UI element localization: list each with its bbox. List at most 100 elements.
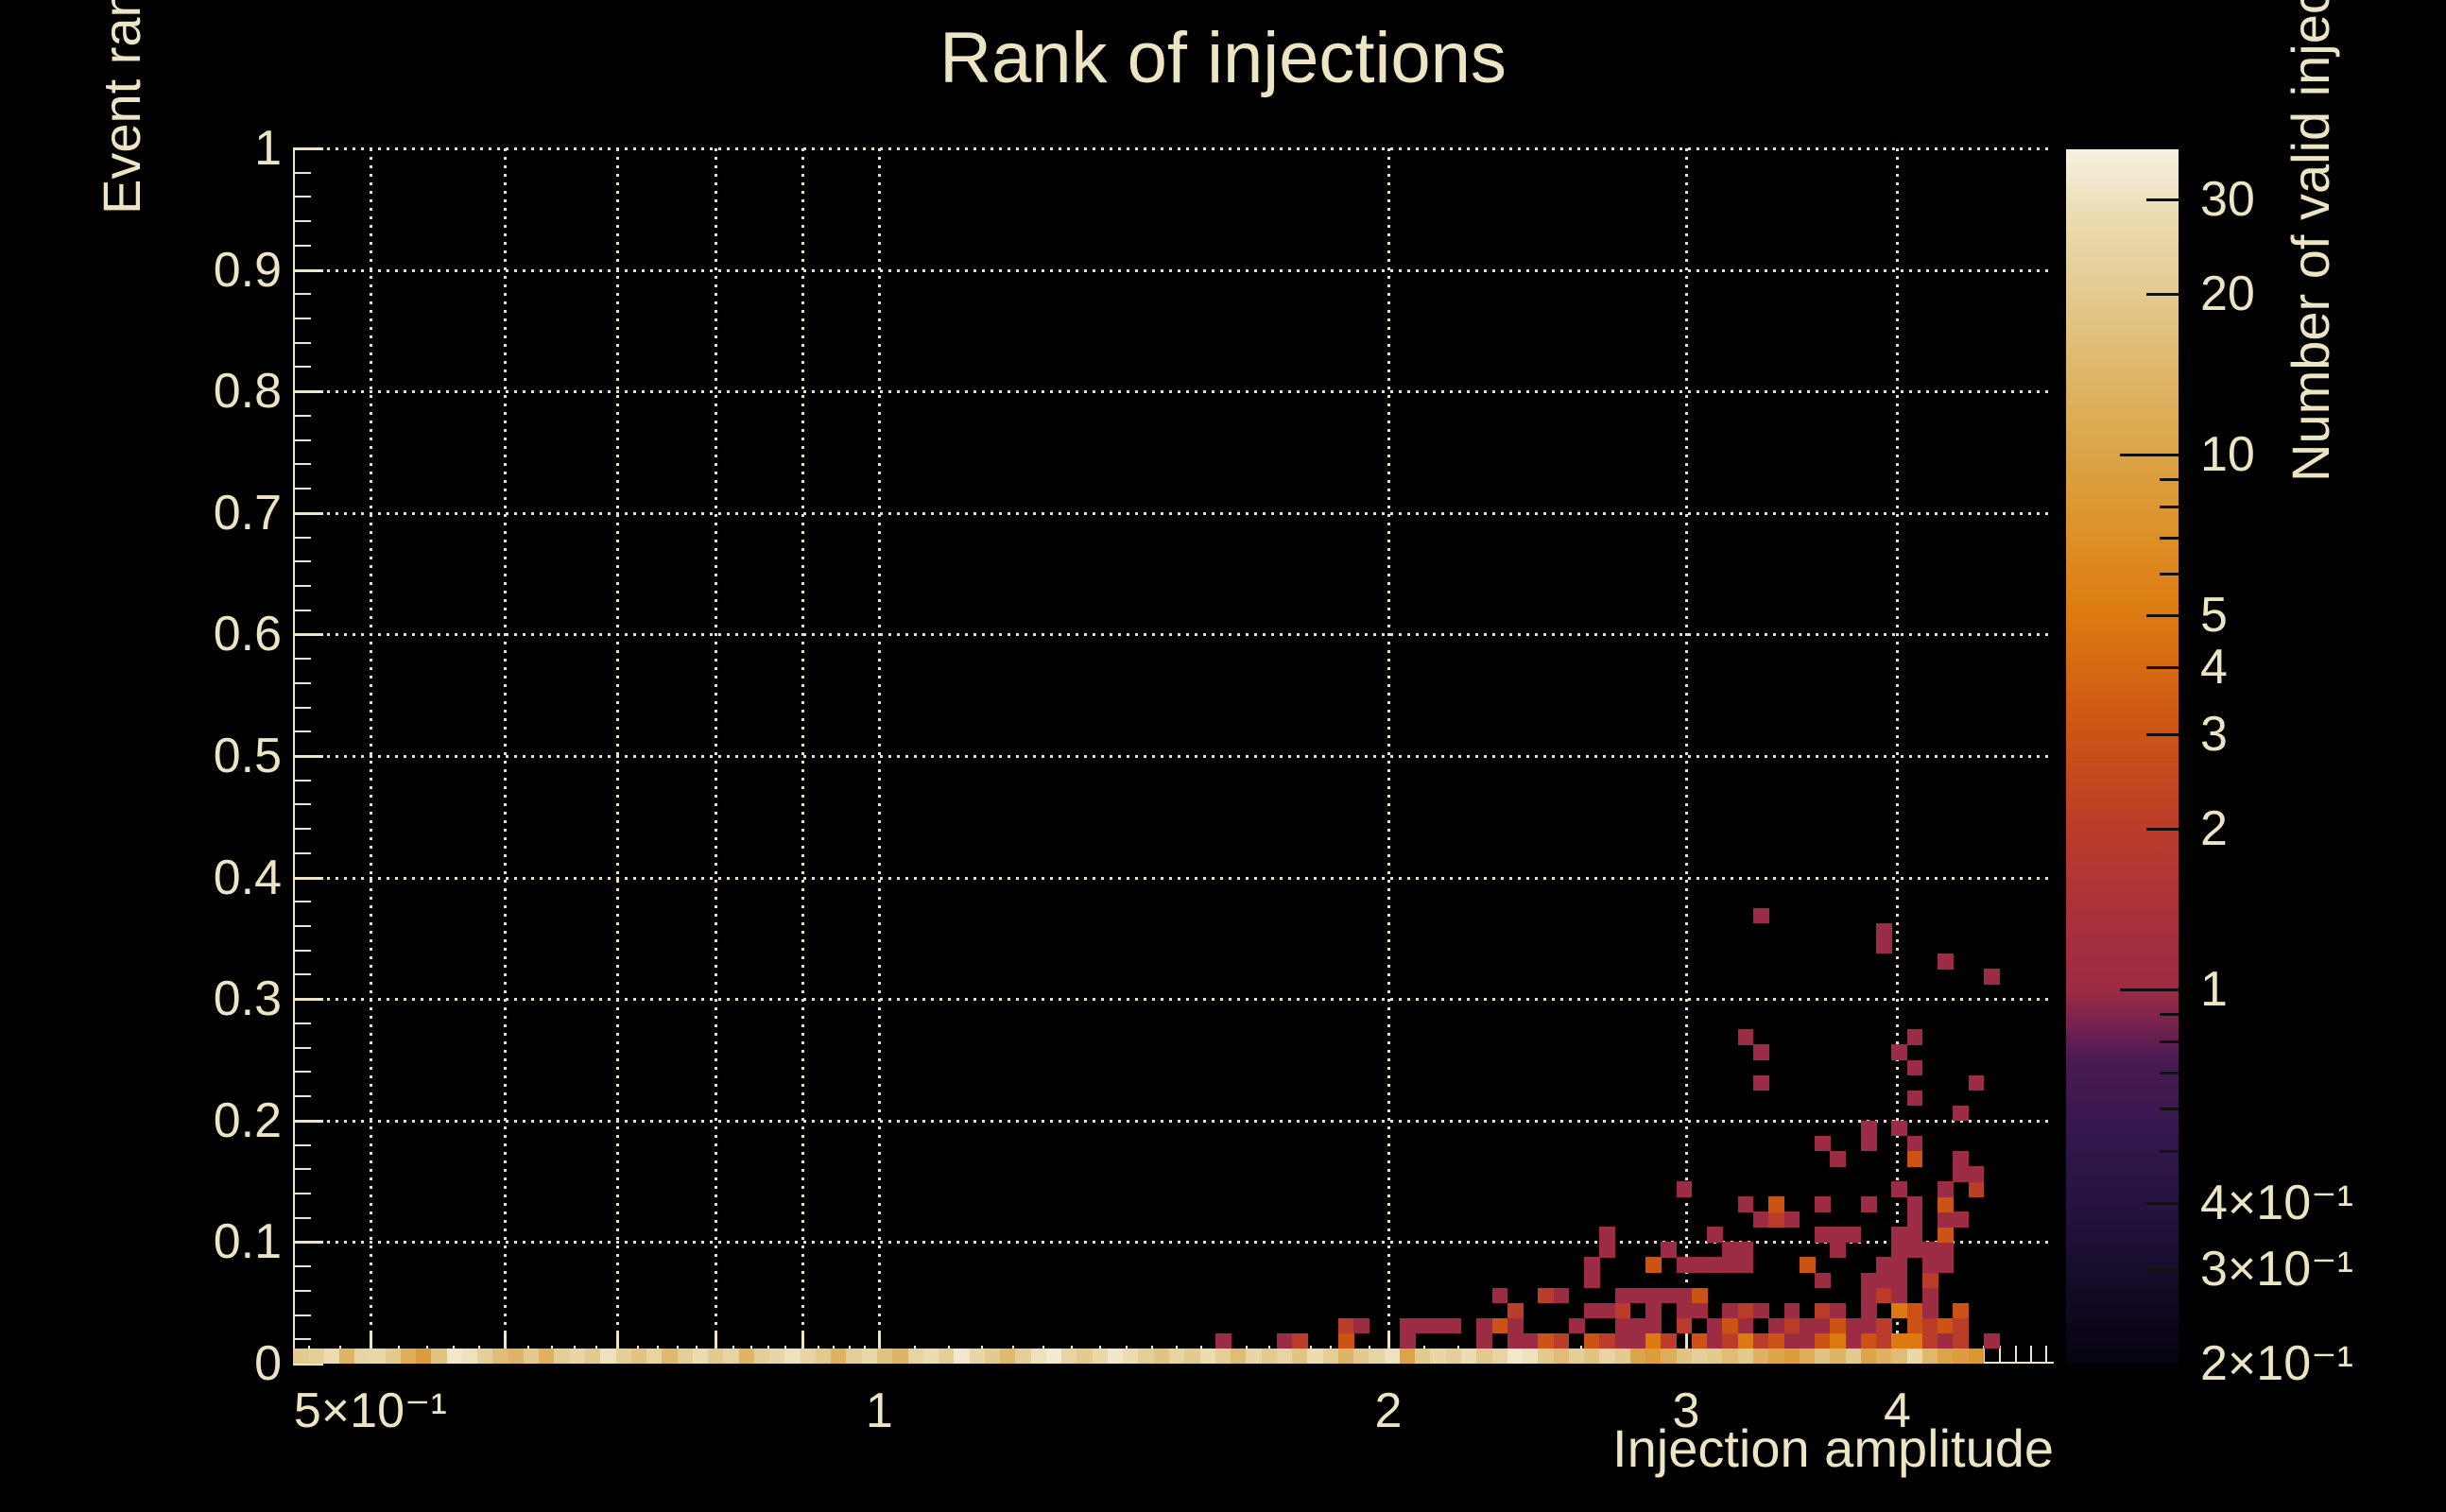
colorbar-minor-tick <box>2160 1013 2179 1017</box>
y-minor-tick <box>293 851 311 854</box>
histogram-cell <box>1676 1317 1693 1334</box>
histogram-cell <box>1906 1150 1923 1167</box>
histogram-cell <box>1599 1242 1616 1258</box>
histogram-cell <box>1707 1348 1723 1365</box>
histogram-cell <box>1184 1348 1200 1365</box>
colorbar-major-tick <box>2146 666 2179 670</box>
histogram-cell <box>1921 1272 1938 1289</box>
colorbar-tick-label: 1 <box>2200 962 2228 1018</box>
colorbar-major-tick <box>2146 292 2179 296</box>
y-minor-tick <box>293 1216 311 1219</box>
histogram-cell <box>1753 1332 1769 1349</box>
histogram-cell <box>1815 1348 1831 1365</box>
histogram-cell <box>1322 1348 1339 1365</box>
histogram-cell <box>692 1348 709 1365</box>
histogram-cell <box>1614 1348 1631 1365</box>
histogram-cell <box>1921 1332 1938 1349</box>
y-minor-tick <box>293 536 311 539</box>
histogram-cell <box>1968 1348 1985 1365</box>
histogram-cell <box>1845 1227 1862 1243</box>
histogram-cell <box>1629 1332 1646 1349</box>
y-minor-tick <box>293 876 311 879</box>
histogram-cell <box>1737 1257 1754 1274</box>
histogram-cell <box>1507 1348 1524 1365</box>
y-gridline <box>293 1241 2054 1245</box>
y-minor-tick <box>293 171 311 174</box>
y-tick-label: 0.6 <box>213 607 282 662</box>
histogram-cell <box>1876 937 1892 954</box>
x-minor-tick <box>2045 1346 2048 1364</box>
histogram-cell <box>1876 1257 1892 1274</box>
y-minor-tick <box>293 633 311 636</box>
histogram-cell <box>1906 1090 1923 1107</box>
histogram-cell <box>1737 1196 1754 1212</box>
histogram-cell <box>385 1348 402 1365</box>
histogram-cell <box>539 1348 555 1365</box>
histogram-cell <box>1753 1302 1769 1319</box>
histogram-cell <box>1138 1348 1155 1365</box>
colorbar-major-tick <box>2146 614 2179 618</box>
y-tick-label: 0.7 <box>213 485 282 541</box>
histogram-cell <box>1538 1348 1555 1365</box>
histogram-cell <box>1722 1242 1739 1258</box>
y-gridline <box>293 511 2054 515</box>
histogram-cell <box>1815 1135 1831 1152</box>
histogram-cell <box>1921 1287 1938 1304</box>
colorbar-tick-label: 20 <box>2200 266 2255 321</box>
histogram-cell <box>939 1348 955 1365</box>
histogram-cell <box>877 1348 893 1365</box>
histogram-cell <box>431 1348 448 1365</box>
y-minor-tick <box>293 609 311 611</box>
histogram-cell <box>1415 1348 1431 1365</box>
histogram-cell <box>1891 1287 1908 1304</box>
histogram-cell <box>1553 1332 1570 1349</box>
histogram-cell <box>1830 1227 1847 1243</box>
colorbar-minor-tick <box>2160 1071 2179 1074</box>
histogram-cell <box>338 1348 355 1365</box>
histogram-cell <box>1199 1348 1216 1365</box>
colorbar-major-tick <box>2146 1268 2179 1272</box>
y-minor-tick <box>293 438 311 441</box>
histogram-cell <box>723 1348 740 1365</box>
y-minor-tick <box>293 220 311 223</box>
histogram-cell <box>1906 1348 1923 1365</box>
histogram-cell <box>1676 1348 1693 1365</box>
y-tick-label: 0.4 <box>213 850 282 905</box>
y-minor-tick <box>293 973 311 976</box>
colorbar-decade-tick <box>2120 454 2179 457</box>
histogram-cell <box>1753 1044 1769 1060</box>
y-minor-tick <box>293 268 311 271</box>
colorbar-tick-label: 30 <box>2200 171 2255 227</box>
histogram-cell <box>1921 1257 1938 1274</box>
histogram-cell <box>1645 1317 1662 1334</box>
y-gridline <box>293 147 2054 150</box>
histogram-cell <box>1876 1272 1892 1289</box>
histogram-cell <box>1061 1348 1077 1365</box>
x-axis-title: Injection amplitude <box>1612 1418 2054 1478</box>
histogram-cell <box>1753 1348 1769 1365</box>
colorbar-tick-label: 5 <box>2200 588 2228 644</box>
histogram-cell <box>1661 1332 1678 1349</box>
colorbar-tick-label: 2 <box>2200 800 2228 856</box>
histogram-cell <box>1599 1302 1616 1319</box>
colorbar-gradient <box>2066 149 2179 1364</box>
histogram-cell <box>1722 1257 1739 1274</box>
histogram-cell <box>831 1348 847 1365</box>
histogram-cell <box>922 1348 939 1365</box>
histogram-cell <box>677 1348 694 1365</box>
histogram-cell <box>1369 1348 1386 1365</box>
histogram-cell <box>1707 1227 1723 1243</box>
histogram-cell <box>1661 1348 1678 1365</box>
y-gridline <box>293 1119 2054 1123</box>
y-minor-tick <box>293 1192 311 1194</box>
histogram-cell <box>1476 1317 1492 1334</box>
histogram-cell <box>800 1348 817 1365</box>
histogram-cell <box>1553 1348 1570 1365</box>
histogram-cell <box>1768 1348 1785 1365</box>
histogram-cell <box>1231 1348 1247 1365</box>
y-gridline <box>293 998 2054 1002</box>
histogram-cell <box>1891 1044 1908 1060</box>
y-minor-tick <box>293 1289 311 1292</box>
histogram-cell <box>1891 1242 1908 1258</box>
histogram-cell <box>662 1348 679 1365</box>
